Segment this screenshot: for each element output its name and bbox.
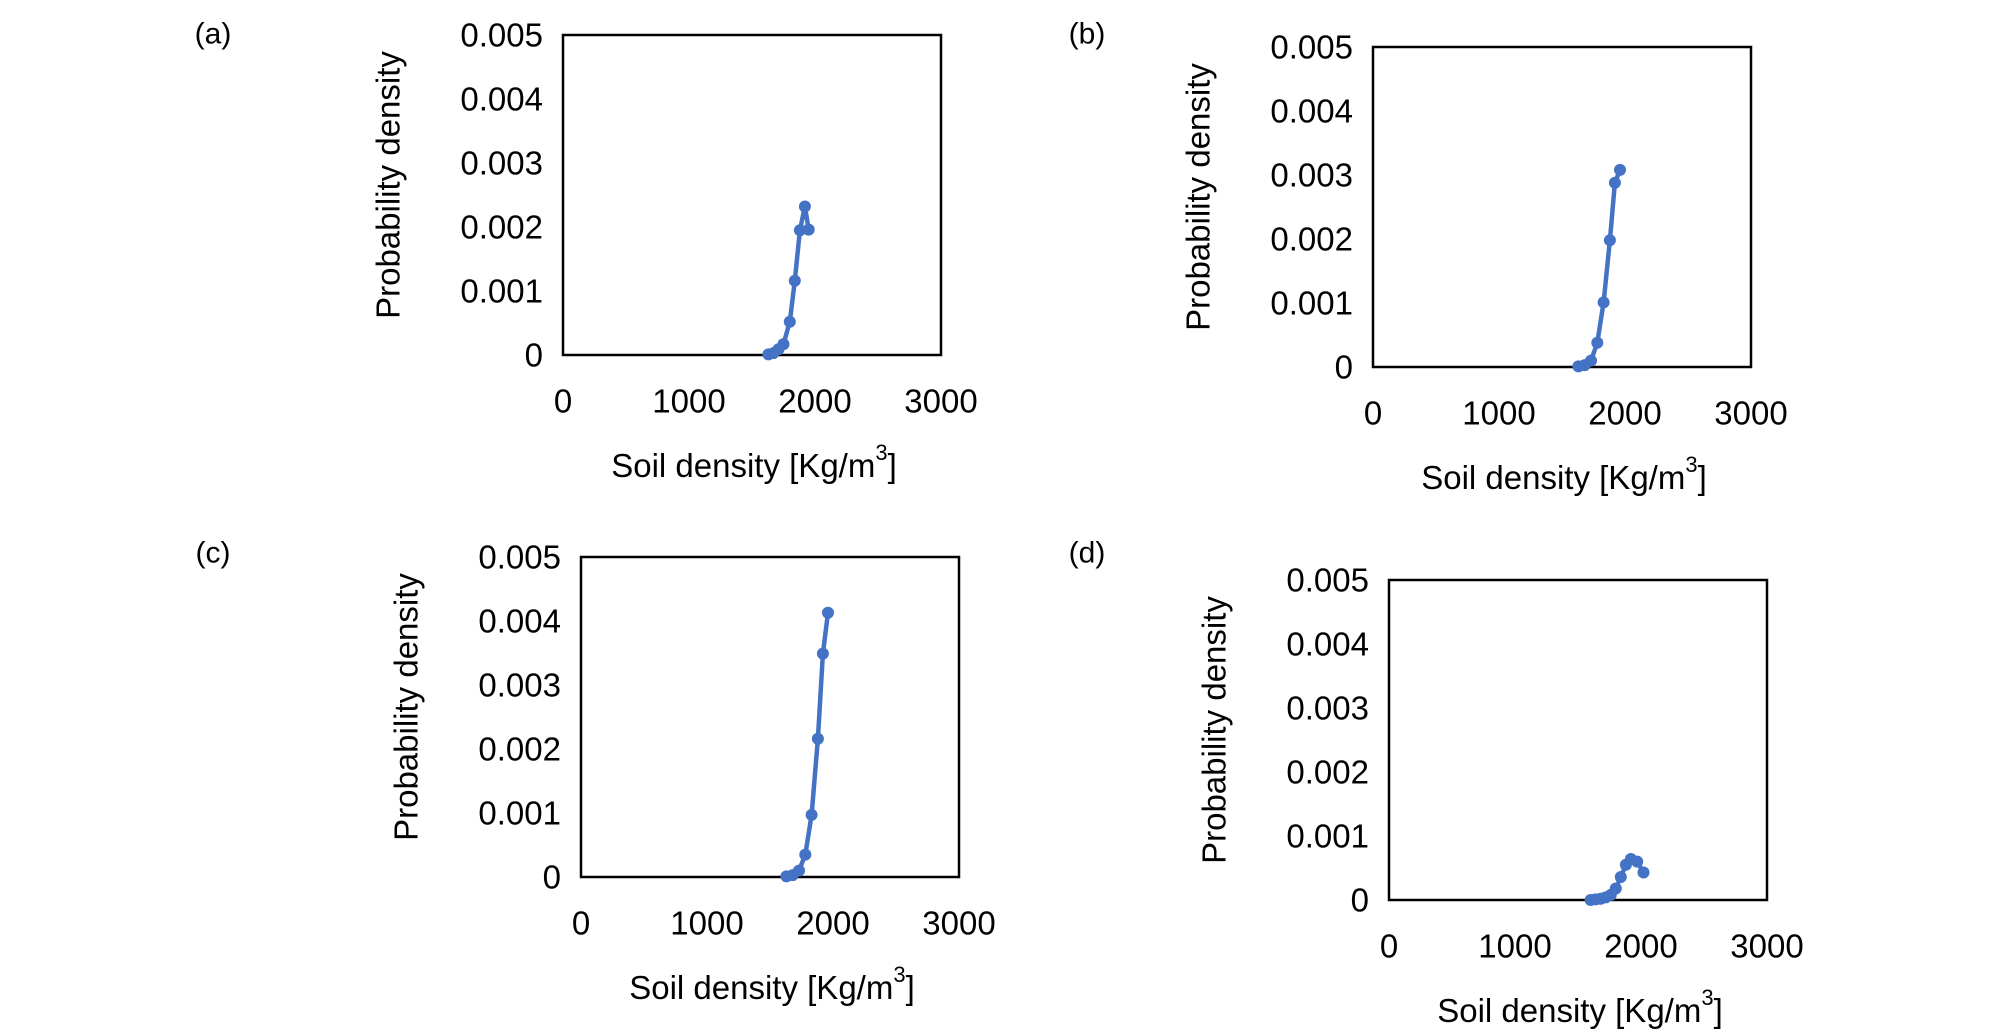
chart-panel-b: (b) 0 0.001 0.002 0.003 0.004 0.005 0 1000 2000 30… (1069, 18, 1788, 496)
x-axis-title-close: ] (1714, 992, 1723, 1029)
x-axis-title: Soil density [Kg/m3] (1437, 985, 1723, 1029)
data-point (802, 223, 815, 236)
x-tick-label: 0 (1380, 928, 1398, 965)
x-tick-label: 2000 (1604, 928, 1677, 965)
y-tick-label: 0.004 (478, 603, 561, 640)
data-point (1609, 882, 1622, 895)
data-point (816, 647, 829, 660)
y-tick-label: 0.002 (460, 209, 543, 246)
y-tick-label: 0.001 (1286, 818, 1369, 855)
panel-label: (c) (196, 537, 231, 570)
data-point (811, 732, 824, 745)
chart-panel-c: (c) 0 0.001 0.002 0.003 0.004 0.005 0 1000 2000 30… (196, 537, 996, 1006)
x-tick-label: 0 (554, 383, 572, 420)
data-point (805, 808, 818, 821)
panel-label: (b) (1069, 18, 1106, 51)
y-axis-title: Probability density (1196, 596, 1233, 864)
data-point (793, 864, 805, 877)
y-tick-label: 0 (1351, 882, 1369, 919)
y-tick-label: 0.003 (1270, 157, 1353, 194)
data-point (1637, 866, 1650, 879)
data-point (783, 315, 796, 328)
x-tick-label: 1000 (1462, 395, 1535, 432)
x-axis-title-main: Soil density [Kg/m (1437, 992, 1701, 1029)
x-axis-title: Soil density [Kg/m3] (629, 962, 915, 1006)
y-tick-label: 0.002 (478, 731, 561, 768)
data-point (1585, 354, 1597, 367)
x-axis-title: Soil density [Kg/m3] (611, 440, 897, 484)
x-tick-label: 3000 (1714, 395, 1787, 432)
y-tick-label: 0.004 (1270, 93, 1353, 130)
x-axis-title-close: ] (1698, 459, 1707, 496)
x-axis-title-close: ] (906, 969, 915, 1006)
x-tick-label: 1000 (652, 383, 725, 420)
data-point (1597, 296, 1610, 309)
panel-label: (a) (195, 18, 232, 51)
x-axis-title-superscript: 3 (875, 440, 887, 465)
y-tick-label: 0.004 (1286, 626, 1369, 663)
y-tick-label: 0.005 (1270, 29, 1353, 66)
y-tick-label: 0.002 (1270, 221, 1353, 258)
x-tick-label: 2000 (1588, 395, 1661, 432)
y-tick-label: 0.001 (478, 795, 561, 832)
x-axis-title-main: Soil density [Kg/m (629, 969, 893, 1006)
x-tick-label: 3000 (904, 383, 977, 420)
y-tick-label: 0.005 (460, 17, 543, 54)
y-tick-label: 0.003 (478, 667, 561, 704)
y-axis-title: Probability density (388, 573, 425, 841)
y-axis-title: Probability density (1180, 63, 1217, 331)
data-point (1603, 234, 1616, 247)
chart-panel-a: (a) 0 0.001 0.002 0.003 0.004 0.005 0 1000 2000 30… (195, 17, 978, 484)
x-tick-label: 1000 (670, 905, 743, 942)
data-point (788, 274, 801, 287)
x-axis-title: Soil density [Kg/m3] (1421, 452, 1707, 496)
y-tick-label: 0.005 (1286, 562, 1369, 599)
y-tick-label: 0.002 (1286, 754, 1369, 791)
y-tick-label: 0.004 (460, 81, 543, 118)
x-axis-title-main: Soil density [Kg/m (611, 447, 875, 484)
y-tick-label: 0 (1335, 349, 1353, 386)
data-point (1591, 336, 1604, 349)
x-axis-title-superscript: 3 (893, 962, 905, 987)
data-point (793, 224, 806, 237)
chart-panel-d: (d) 0 0.001 0.002 0.003 0.004 0.005 0 1000 2000 30… (1069, 537, 1804, 1029)
x-tick-label: 0 (572, 905, 590, 942)
plot-area-frame (1371, 45, 1753, 369)
data-point (1608, 176, 1621, 189)
plot-area-frame (579, 555, 961, 879)
panel-label: (d) (1069, 537, 1106, 570)
x-tick-label: 3000 (922, 905, 995, 942)
y-tick-label: 0.003 (460, 145, 543, 182)
x-tick-label: 0 (1364, 395, 1382, 432)
data-point (799, 848, 812, 861)
data-point (1614, 871, 1627, 883)
x-axis-title-superscript: 3 (1701, 985, 1713, 1010)
y-axis-title: Probability density (370, 51, 407, 319)
series-line (1577, 169, 1623, 369)
y-tick-label: 0 (525, 337, 543, 374)
data-point (1614, 163, 1626, 176)
x-axis-title-main: Soil density [Kg/m (1421, 459, 1685, 496)
data-point (1631, 855, 1644, 868)
x-tick-label: 1000 (1478, 928, 1551, 965)
y-tick-label: 0.003 (1286, 690, 1369, 727)
data-point (777, 338, 790, 351)
y-tick-label: 0.005 (478, 539, 561, 576)
x-axis-title-superscript: 3 (1685, 452, 1697, 477)
plot-area-frame (1387, 578, 1769, 902)
x-axis-title-close: ] (888, 447, 897, 484)
x-tick-label: 3000 (1730, 928, 1803, 965)
y-tick-label: 0 (543, 859, 561, 896)
x-tick-label: 2000 (778, 383, 851, 420)
data-point (822, 606, 834, 619)
data-point (798, 200, 811, 213)
x-tick-label: 2000 (796, 905, 869, 942)
y-tick-label: 0.001 (1270, 285, 1353, 322)
y-tick-label: 0.001 (460, 273, 543, 310)
plot-area-frame (561, 33, 943, 357)
